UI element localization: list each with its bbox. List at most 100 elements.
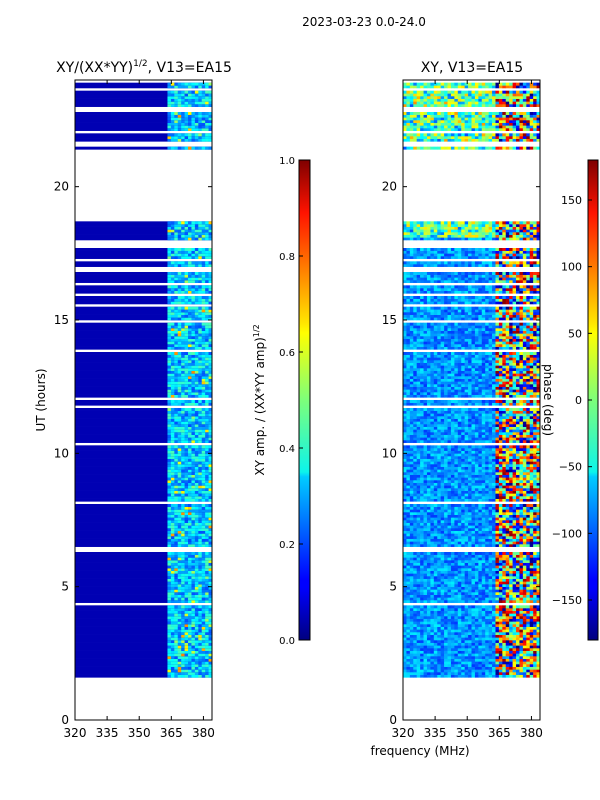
heat-cell [406,506,411,510]
heat-cell [201,632,206,635]
heat-cell [529,573,534,577]
heat-cell [188,453,192,457]
heat-cell [454,514,459,518]
heat-cell [519,536,524,539]
heat-cell [75,288,212,291]
heat-cell [430,578,435,582]
heat-cell [205,512,209,515]
heat-cell [170,344,175,347]
heat-cell [529,608,534,611]
heat-cell [536,608,541,611]
heat-cell [201,584,206,587]
heat-cell [194,232,199,235]
heat-cell [184,522,189,526]
heat-cell [188,378,192,382]
heat-cell [167,650,172,654]
heat-cell [416,613,421,617]
heat-cell [191,277,196,281]
heat-cell [454,648,459,651]
heat-cell [170,562,175,566]
heat-cell [471,648,476,651]
heat-cell [420,552,424,555]
heat-cell [205,522,209,526]
heat-cell [201,650,206,654]
heat-cell [191,432,196,435]
heat-cell [444,512,448,515]
heat-cell [188,613,192,617]
heat-cell [205,450,209,454]
heat-cell [75,512,212,515]
heat-cell [478,562,483,566]
heat-cell [194,658,199,662]
heat-cell [413,592,417,595]
heat-cell [440,656,445,659]
heat-cell [170,597,175,601]
heat-cell [536,533,541,537]
heat-cell [433,512,438,515]
heat-cell [205,221,209,225]
heat-cell [522,573,527,577]
heat-cell [194,570,199,574]
heat-cell [478,578,483,582]
heat-cell [430,517,435,521]
heat-cell [198,666,203,670]
heat-cell [406,656,411,659]
heat-cell [184,482,189,486]
heat-cell [423,522,428,526]
heat-cell [188,400,192,403]
heat-cell [423,530,428,534]
heat-cell [75,522,212,526]
heat-cell [188,624,192,627]
heat-cell [174,528,179,531]
heat-cell [184,645,189,649]
heat-cell [437,674,441,678]
heat-cell [509,669,513,673]
heat-cell [516,525,520,529]
heat-cell [464,541,469,545]
heat-cell [461,581,465,585]
heat-cell [177,474,182,478]
heat-cell [416,552,421,555]
heat-cell [201,666,206,670]
heat-cell [177,120,182,123]
heat-cell [468,565,472,569]
heat-cell [188,360,192,363]
heat-cell [464,581,469,585]
heat-cell [457,498,462,502]
heat-cell [522,586,527,590]
heat-cell [75,237,212,241]
heat-cell [167,434,172,438]
heat-cell [188,450,192,454]
heat-cell [509,664,513,667]
heat-cell [488,634,493,638]
heat-cell [474,533,479,537]
heat-cell [174,554,179,558]
heat-cell [485,640,489,643]
heat-cell [170,296,175,299]
heat-cell [167,522,172,526]
heat-cell [403,520,407,523]
heat-cell [188,296,192,299]
heat-cell [406,560,411,563]
heat-cell [464,608,469,611]
heat-cell [437,557,441,561]
heat-cell [184,373,189,377]
heat-cell [464,600,469,603]
heat-cell [440,650,445,654]
heat-cell [488,586,493,590]
heat-cell [184,624,189,627]
heat-cell [447,514,452,518]
heat-cell [433,605,438,609]
heat-cell [174,362,179,366]
heat-cell [474,666,479,670]
heat-cell [440,592,445,595]
heat-cell [174,381,179,385]
heat-cell [194,341,199,345]
heat-cell [454,512,459,515]
heat-cell [170,114,175,118]
heat-cell [191,322,196,326]
heat-cell [205,381,209,385]
heat-cell [174,93,179,97]
heat-cell [409,642,414,646]
heat-cell [208,498,213,502]
